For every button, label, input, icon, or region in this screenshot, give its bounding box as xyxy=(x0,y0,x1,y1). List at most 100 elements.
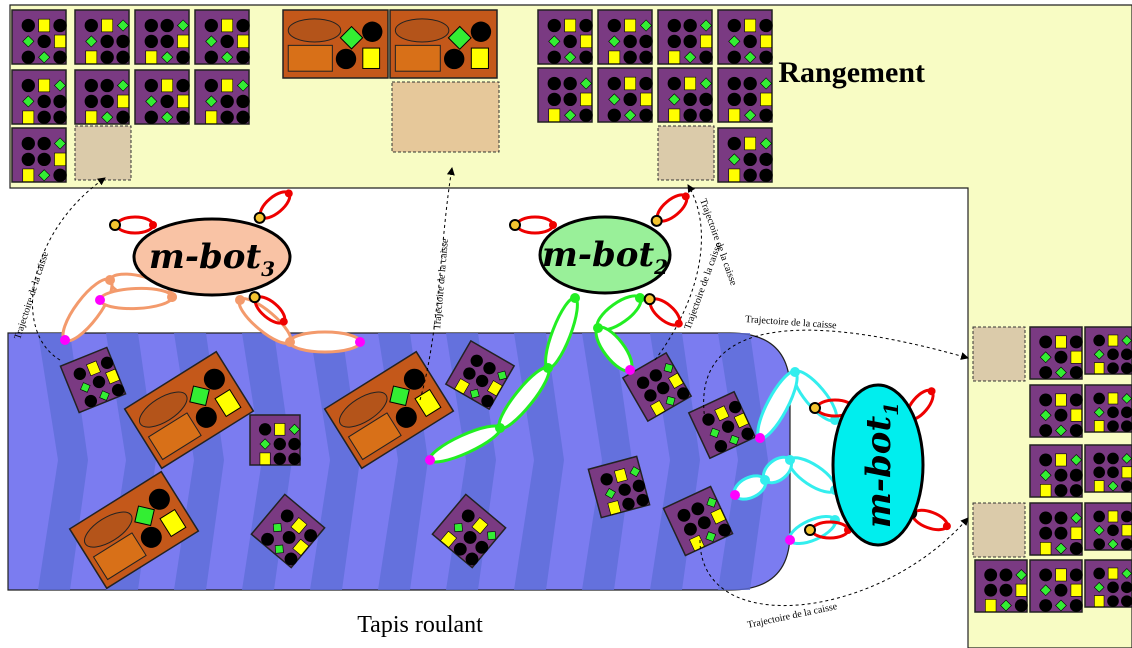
slot-item xyxy=(563,76,577,91)
slot-item xyxy=(564,51,577,64)
slot-item xyxy=(21,50,35,64)
slot-item xyxy=(727,76,741,91)
robot-joint xyxy=(790,367,800,377)
crate xyxy=(1084,444,1132,493)
slot-item xyxy=(684,522,697,536)
slot-item xyxy=(1054,511,1068,525)
slot-item xyxy=(743,34,757,49)
slot-item xyxy=(1121,335,1132,346)
robot-joint xyxy=(625,365,635,375)
crate xyxy=(621,351,693,423)
slot-item xyxy=(1121,362,1132,374)
slot-item xyxy=(1069,542,1083,555)
slot-item xyxy=(144,78,158,93)
slot-item xyxy=(22,110,35,124)
slot-item xyxy=(100,356,114,369)
slot-item xyxy=(236,94,250,109)
slot-item xyxy=(1121,453,1132,464)
robot-joint xyxy=(830,415,840,425)
slot-item xyxy=(1054,583,1068,597)
slot-item xyxy=(743,168,757,182)
crate xyxy=(194,69,250,125)
slot-item xyxy=(259,452,271,465)
gripper-joint xyxy=(149,221,157,229)
slot-item xyxy=(53,18,67,33)
slot-item xyxy=(111,383,125,397)
slot-item xyxy=(1121,581,1132,594)
crate xyxy=(974,559,1028,613)
slot-item xyxy=(1039,526,1053,540)
slot-item xyxy=(117,79,130,92)
robot-body xyxy=(538,215,672,295)
slot-item xyxy=(481,394,494,408)
slot-item xyxy=(100,34,114,49)
slot-item xyxy=(760,137,773,150)
slot-item xyxy=(624,109,637,122)
trajectory-arrow xyxy=(703,329,969,421)
slot-item xyxy=(649,369,663,382)
slot-item xyxy=(288,437,301,451)
box-item xyxy=(470,47,489,69)
slot-item xyxy=(1093,510,1105,523)
slot-item xyxy=(37,94,51,109)
trajectory-arrow xyxy=(654,184,702,361)
slot-item xyxy=(759,18,773,33)
slot-item xyxy=(1107,362,1119,374)
slot-item xyxy=(273,452,286,465)
slot-item xyxy=(639,34,653,49)
slot-item xyxy=(639,50,653,64)
slot-item xyxy=(760,34,772,49)
trajectories xyxy=(31,167,969,606)
slot-item xyxy=(1093,349,1105,360)
slot-item xyxy=(668,372,684,389)
slot-item xyxy=(80,382,91,393)
slot-item xyxy=(984,583,998,597)
trajectory-arrow xyxy=(31,177,106,361)
slot-item xyxy=(744,18,757,33)
robot-body xyxy=(831,383,925,547)
box-item xyxy=(189,385,210,407)
box-item xyxy=(195,406,217,428)
slot-item xyxy=(273,437,286,451)
slot-item xyxy=(1093,452,1105,465)
slot-item xyxy=(237,79,250,92)
slot-item xyxy=(453,542,467,556)
slot-item xyxy=(145,50,158,64)
robot-gripper xyxy=(109,215,157,235)
crate xyxy=(717,9,773,65)
slot-item xyxy=(649,400,666,417)
slot-item xyxy=(1070,408,1082,422)
slot-item xyxy=(236,110,250,124)
slot-item xyxy=(743,152,757,167)
slot-item xyxy=(237,34,249,49)
slot-item xyxy=(629,466,641,478)
slot-item xyxy=(1069,335,1083,349)
slot-item xyxy=(622,497,635,511)
slot-item xyxy=(1107,348,1119,361)
slot-item xyxy=(1039,393,1053,407)
slot-item xyxy=(683,108,697,122)
robot-joint xyxy=(785,455,795,465)
robot-joint xyxy=(635,293,645,303)
slot-item xyxy=(440,530,458,548)
slot-item xyxy=(697,516,711,530)
slot-item xyxy=(1107,480,1119,492)
robot-joint xyxy=(285,337,295,347)
slot-item xyxy=(1121,420,1132,432)
slot-item xyxy=(1069,599,1083,612)
slot-item xyxy=(205,35,218,48)
slot-item xyxy=(1039,469,1052,482)
slot-item xyxy=(677,508,691,522)
crate xyxy=(134,69,190,125)
slot-item xyxy=(272,523,282,533)
slot-item xyxy=(668,50,681,64)
slot-item xyxy=(220,94,234,109)
gripper-tip xyxy=(643,293,656,306)
box-item xyxy=(362,21,383,42)
slot-item xyxy=(22,168,35,182)
slot-item xyxy=(1000,599,1012,612)
slot-item xyxy=(683,34,697,49)
slot-item xyxy=(607,18,621,33)
slot-item xyxy=(282,531,296,544)
robot-joint xyxy=(760,475,770,485)
